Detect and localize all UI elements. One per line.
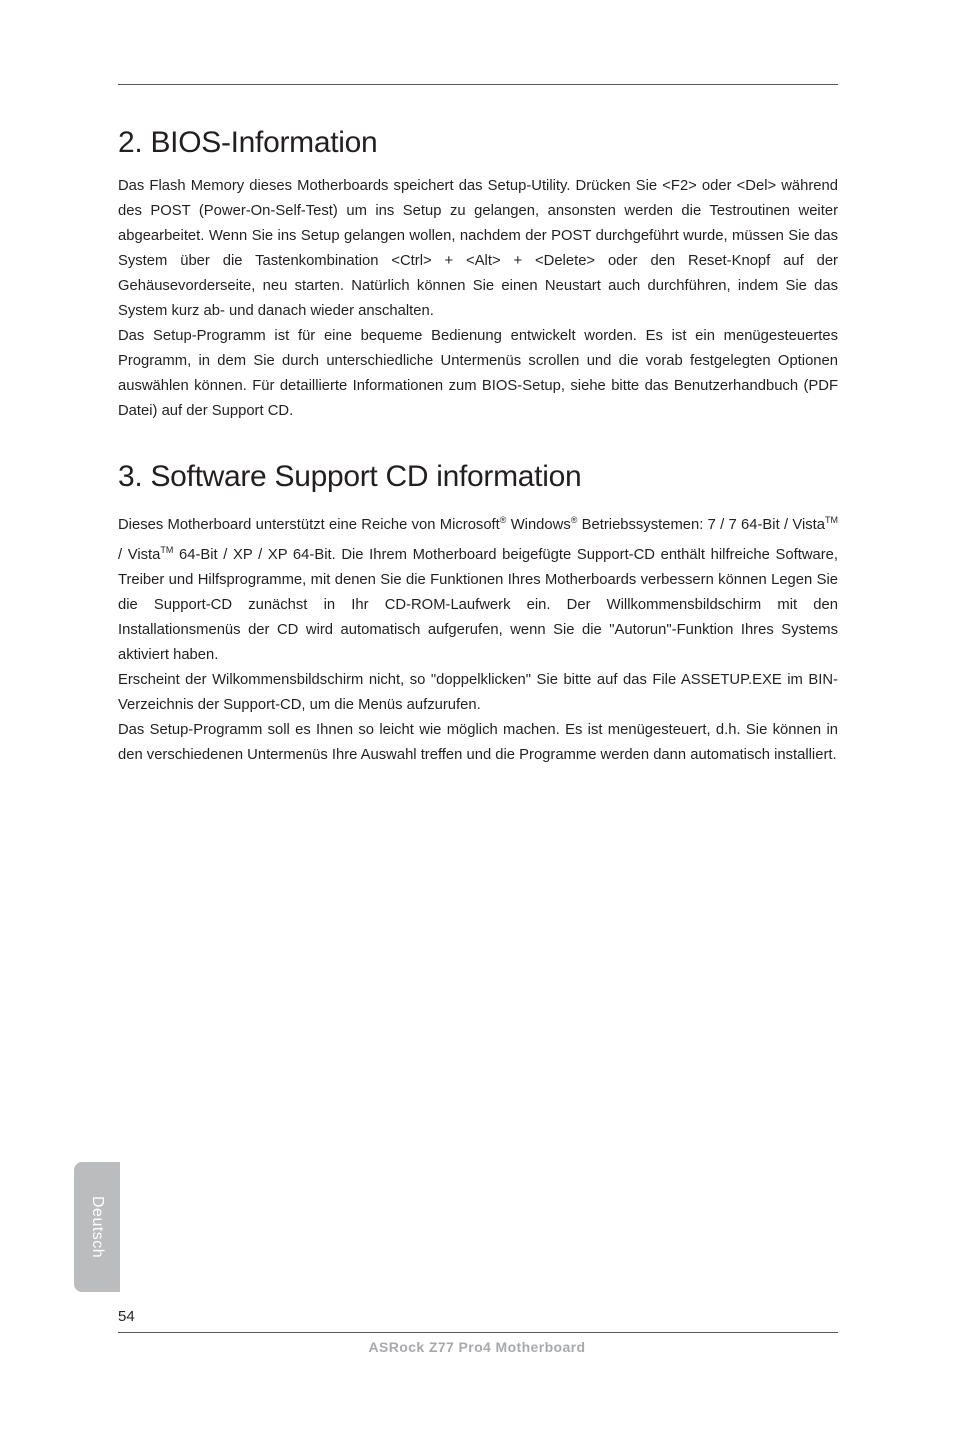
section2-body2: Erscheint der Wilkommensbildschirm nicht…	[118, 668, 838, 718]
content-area: 2. BIOS-Information Das Flash Memory die…	[118, 126, 838, 768]
section1-body2: Das Setup-Programm ist für eine bequeme …	[118, 324, 838, 424]
trademark: TM	[160, 545, 173, 555]
section1-heading: 2. BIOS-Information	[118, 126, 838, 160]
language-tab: Deutsch	[74, 1162, 120, 1292]
language-tab-label: Deutsch	[88, 1196, 106, 1258]
page-number: 54	[118, 1308, 135, 1325]
section2-heading: 3. Software Support CD information	[118, 460, 838, 494]
section2-body3: Das Setup-Programm soll es Ihnen so leic…	[118, 718, 838, 768]
footer-text: ASRock Z77 Pro4 Motherboard	[0, 1339, 954, 1355]
top-rule	[118, 84, 838, 85]
bottom-rule	[118, 1332, 838, 1333]
section2-body: Dieses Motherboard unterstützt eine Reic…	[118, 508, 838, 668]
trademark: TM	[825, 515, 838, 525]
section1-body: Das Flash Memory dieses Motherboards spe…	[118, 174, 838, 324]
